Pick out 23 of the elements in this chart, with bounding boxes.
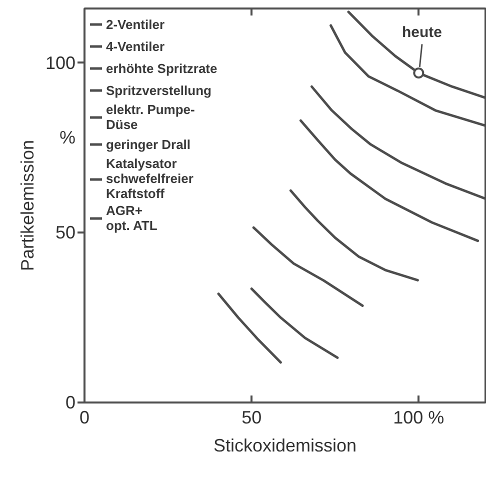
line-series: [250, 287, 339, 359]
line-series: [289, 189, 419, 282]
legend-label: geringer Drall: [106, 136, 191, 152]
legend-label: elektr. Pumpe- Düse: [106, 102, 195, 132]
x-tick-label: 50: [242, 408, 262, 428]
x-axis-title: Stickoxidemission: [213, 436, 357, 456]
line-series: [252, 226, 364, 307]
y-tick-label: 0: [65, 392, 76, 412]
text: %: [59, 128, 76, 148]
y-tick-label: 100: [45, 52, 76, 73]
legend-label: AGR+ opt. ATL: [106, 203, 158, 233]
legend-label: Katalysator schwefelfreier Kraftstoff: [106, 156, 194, 201]
line-series: [299, 119, 480, 242]
legend-label: Spritzverstellung: [106, 82, 212, 98]
legend-label: 4-Ventiler: [106, 38, 165, 54]
x-tick-label: 100 %: [393, 408, 444, 428]
annotation: heute: [402, 24, 442, 41]
legend-label: 2-Ventiler: [106, 16, 165, 32]
line-series: [217, 292, 282, 364]
legend-label: erhöhte Spritzrate: [106, 60, 218, 76]
y-tick-label: 50: [55, 222, 76, 243]
y-axis-title: Partikelemission: [17, 140, 38, 272]
x-tick-label: 0: [79, 408, 90, 428]
